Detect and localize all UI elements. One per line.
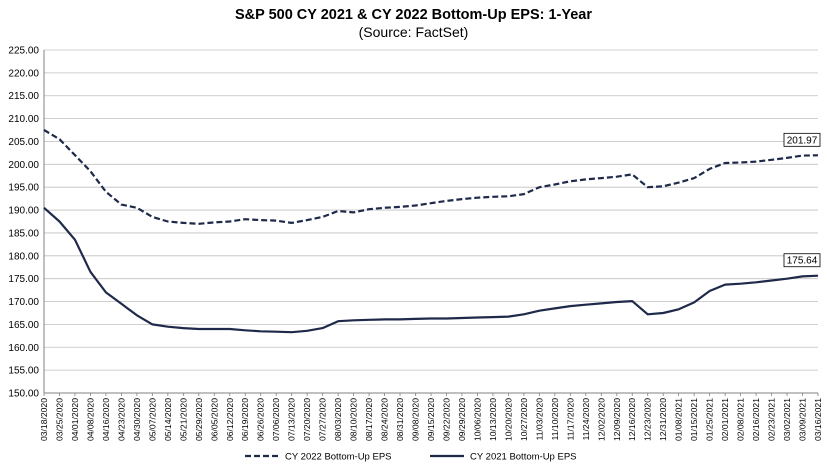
x-tick-label: 06/19/2020 [240, 398, 250, 441]
y-tick-label: 195.00 [8, 183, 39, 194]
x-tick-label: 12/16/2020 [627, 398, 637, 441]
y-tick-label: 190.00 [8, 206, 39, 217]
y-tick-label: 220.00 [8, 68, 39, 79]
x-tick-label: 01/08/2021 [674, 398, 684, 441]
x-tick-label: 10/27/2020 [519, 398, 529, 441]
y-tick-label: 225.00 [8, 46, 39, 57]
x-tick-label: 12/09/2020 [612, 398, 622, 441]
x-tick-label: 05/29/2020 [194, 398, 204, 441]
x-tick-label: 05/14/2020 [163, 398, 173, 441]
x-tick-label: 10/06/2020 [472, 398, 482, 441]
x-tick-label: 04/08/2020 [85, 398, 95, 441]
x-tick-label: 02/08/2021 [736, 398, 746, 441]
legend-label-2: CY 2021 Bottom-Up EPS [470, 452, 577, 463]
y-tick-label: 200.00 [8, 160, 39, 171]
x-tick-label: 04/01/2020 [70, 398, 80, 441]
x-tick-label: 02/01/2021 [720, 398, 730, 441]
x-tick-label: 11/03/2020 [534, 398, 544, 441]
eps-line-chart: 150.00 155.00 160.00 165.00 170.00 175.00 180.… [0, 0, 827, 466]
x-tick-label: 06/26/2020 [256, 398, 266, 441]
x-tick-label: 08/10/2020 [349, 398, 359, 441]
x-tick-label: 03/09/2021 [798, 398, 808, 441]
y-tick-label: 205.00 [8, 137, 39, 148]
x-tick-label: 04/23/2020 [116, 398, 126, 441]
y-tick-label: 165.00 [8, 320, 39, 331]
x-tick-label: 12/23/2020 [643, 398, 653, 441]
end-value-label: 175.64 [787, 256, 818, 267]
x-tick-label: 01/25/2021 [705, 398, 715, 441]
x-tick-label: 04/30/2020 [132, 398, 142, 441]
x-tick-label: 09/08/2020 [411, 398, 421, 441]
grid-lines [44, 50, 818, 393]
x-tick-label: 08/31/2020 [395, 398, 405, 441]
y-axis-ticks: 150.00 155.00 160.00 165.00 170.00 175.00 180.… [8, 46, 39, 400]
x-tick-label: 11/10/2020 [550, 398, 560, 441]
x-tick-label: 03/16/2021 [813, 398, 823, 441]
series-line-2 [44, 208, 818, 332]
y-tick-label: 180.00 [8, 251, 39, 262]
x-tick-label: 07/20/2020 [302, 398, 312, 441]
x-tick-label: 02/16/2021 [751, 398, 761, 441]
x-tick-label: 03/02/2021 [782, 398, 792, 441]
end-value-label: 201.97 [787, 135, 818, 146]
x-tick-label: 12/31/2020 [658, 398, 668, 441]
y-tick-label: 170.00 [8, 297, 39, 308]
x-tick-label: 05/21/2020 [178, 398, 188, 441]
x-tick-label: 03/25/2020 [54, 398, 64, 441]
x-tick-label: 09/29/2020 [457, 398, 467, 441]
x-tick-label: 07/06/2020 [271, 398, 281, 441]
y-tick-label: 155.00 [8, 366, 39, 377]
y-tick-label: 185.00 [8, 228, 39, 239]
x-tick-label: 08/24/2020 [380, 398, 390, 441]
x-tick-label: 06/12/2020 [225, 398, 235, 441]
x-tick-label: 03/18/2020 [39, 398, 49, 441]
x-tick-label: 08/03/2020 [333, 398, 343, 441]
legend-label-1: CY 2022 Bottom-Up EPS [285, 452, 392, 463]
x-axis-ticks: 03/18/2020 03/25/2020 04/01/2020 04/08/2020… [39, 393, 823, 441]
y-tick-label: 215.00 [8, 91, 39, 102]
y-tick-label: 160.00 [8, 343, 39, 354]
x-tick-label: 07/13/2020 [287, 398, 297, 441]
x-tick-label: 12/02/2020 [596, 398, 606, 441]
x-tick-label: 05/07/2020 [147, 398, 157, 441]
x-tick-label: 11/17/2020 [565, 398, 575, 441]
x-tick-label: 09/15/2020 [426, 398, 436, 441]
end-labels: 201.97 175.64 [784, 133, 820, 266]
x-tick-label: 04/16/2020 [101, 398, 111, 441]
x-tick-label: 07/27/2020 [318, 398, 328, 441]
x-tick-label: 10/13/2020 [488, 398, 498, 441]
x-tick-label: 02/23/2021 [767, 398, 777, 441]
y-tick-label: 175.00 [8, 274, 39, 285]
y-tick-label: 210.00 [8, 114, 39, 125]
y-tick-label: 150.00 [8, 389, 39, 400]
axes [44, 50, 818, 393]
x-tick-label: 01/15/2021 [689, 398, 699, 441]
x-tick-label: 10/20/2020 [503, 398, 513, 441]
x-tick-label: 09/22/2020 [441, 398, 451, 441]
x-tick-label: 08/17/2020 [364, 398, 374, 441]
x-tick-label: 06/05/2020 [209, 398, 219, 441]
x-tick-label: 11/24/2020 [581, 398, 591, 441]
legend: CY 2022 Bottom-Up EPS CY 2021 Bottom-Up E… [245, 452, 577, 463]
